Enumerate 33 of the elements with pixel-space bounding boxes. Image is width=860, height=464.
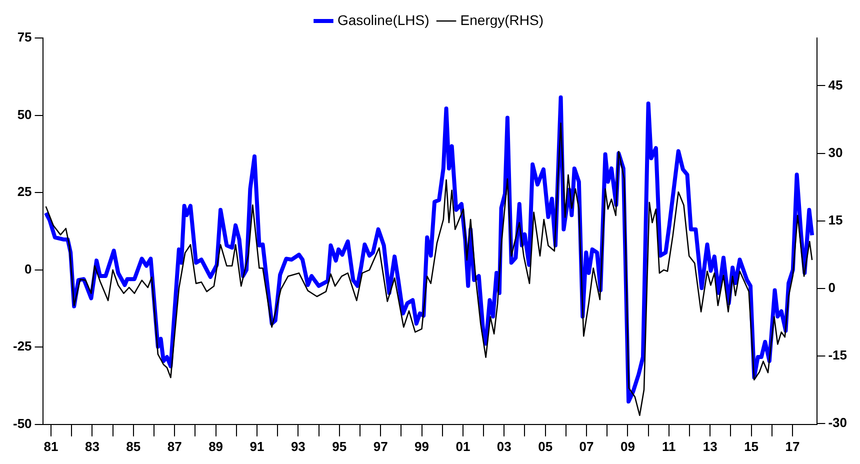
x-tick-label: 05	[538, 438, 553, 454]
x-tick-label: 09	[620, 438, 635, 454]
x-tick-label: 83	[84, 438, 100, 454]
x-tick-label: 97	[373, 438, 388, 454]
y2-tick-label: -15	[828, 348, 848, 363]
y-tick-label: -25	[12, 338, 32, 354]
legend-label: Energy(RHS)	[460, 12, 544, 28]
x-tick-label: 93	[290, 438, 306, 454]
y-tick-label: 75	[17, 30, 32, 45]
y2-tick-label: 0	[828, 280, 836, 295]
x-tick-label: 99	[414, 438, 429, 454]
x-tick-label: 13	[702, 438, 718, 454]
y2-tick-label: 30	[828, 144, 843, 160]
y-tick-label: 50	[17, 106, 32, 122]
y-tick-label: -50	[12, 416, 32, 431]
x-tick-label: 85	[126, 438, 141, 454]
y2-tick-label: -30	[828, 415, 848, 430]
x-tick-label: 17	[785, 438, 800, 454]
x-tick-label: 11	[662, 438, 676, 454]
y-tick-label: 0	[24, 261, 32, 276]
x-tick-label: 01	[456, 438, 470, 454]
legend-label: Gasoline(LHS)	[337, 12, 430, 28]
y2-tick-label: 15	[828, 212, 843, 228]
x-tick-label: 15	[744, 438, 759, 454]
x-tick-label: 91	[250, 438, 264, 454]
x-tick-label: 07	[579, 438, 594, 454]
y2-tick-label: 45	[828, 77, 843, 92]
x-tick-label: 81	[44, 438, 58, 454]
y-tick-label: 25	[17, 184, 32, 200]
x-tick-label: 87	[167, 438, 182, 454]
x-tick-label: 89	[208, 438, 224, 454]
x-tick-label: 95	[332, 438, 347, 454]
x-tick-label: 03	[496, 438, 512, 454]
